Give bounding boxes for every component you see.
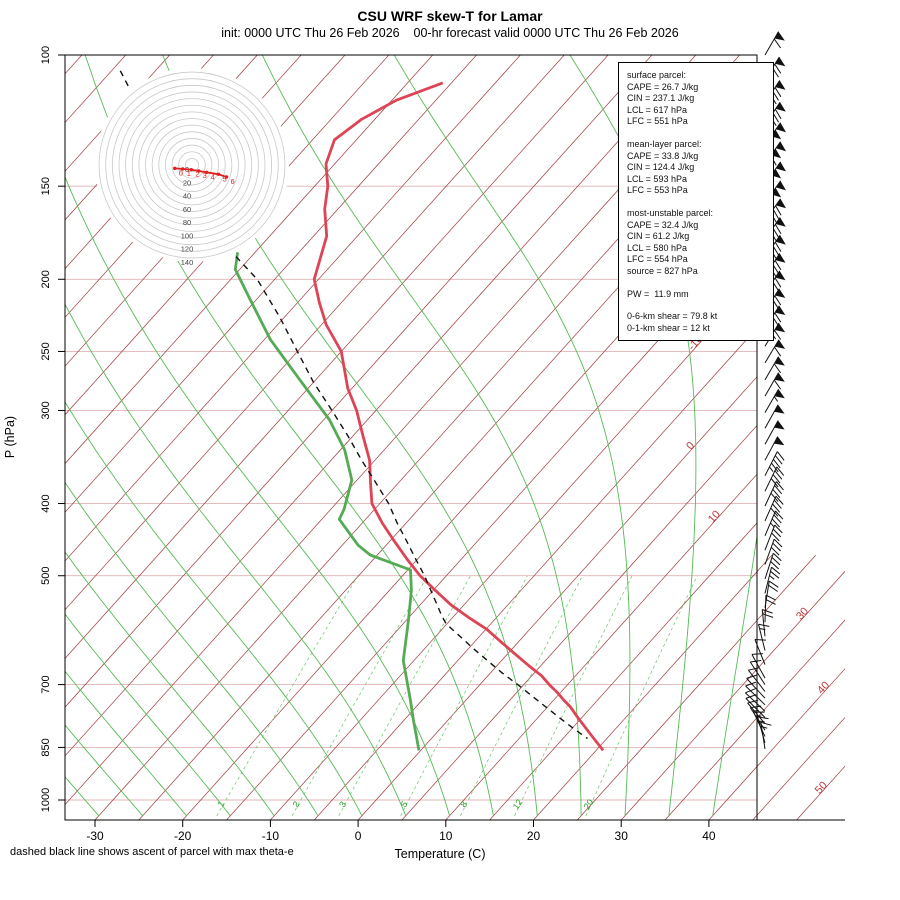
svg-text:850: 850 bbox=[40, 738, 52, 756]
info-line: CIN = 124.4 J/kg bbox=[627, 162, 695, 173]
info-line: LCL = 593 hPa bbox=[627, 173, 687, 184]
svg-text:3: 3 bbox=[337, 799, 348, 809]
moist-adiabats bbox=[65, 55, 757, 817]
info-line: CAPE = 32.4 J/kg bbox=[627, 219, 699, 230]
svg-text:8: 8 bbox=[458, 799, 469, 809]
svg-text:-10: -10 bbox=[262, 829, 280, 843]
info-line: LFC = 551 hPa bbox=[627, 116, 688, 127]
svg-text:30: 30 bbox=[615, 829, 629, 843]
svg-text:4: 4 bbox=[211, 172, 215, 181]
info-section-header: surface parcel: bbox=[627, 70, 687, 80]
svg-text:-30: -30 bbox=[86, 829, 104, 843]
svg-text:250: 250 bbox=[40, 342, 52, 360]
parcel-info-box: surface parcel: CAPE = 26.7 J/kg CIN = 237… bbox=[618, 62, 774, 342]
info-line: 0-1-km shear = 12 kt bbox=[627, 322, 710, 333]
svg-text:2: 2 bbox=[195, 170, 199, 179]
svg-text:200: 200 bbox=[40, 270, 52, 288]
info-line: LCL = 617 hPa bbox=[627, 104, 687, 115]
info-line: PW = 11.9 mm bbox=[627, 288, 689, 299]
svg-text:60: 60 bbox=[183, 205, 191, 214]
x-axis-label: Temperature (C) bbox=[395, 847, 486, 861]
svg-text:40: 40 bbox=[815, 679, 832, 696]
svg-text:30: 30 bbox=[794, 605, 811, 622]
svg-text:20: 20 bbox=[527, 829, 541, 843]
parcel-ascent-curve bbox=[119, 70, 588, 740]
svg-text:400: 400 bbox=[40, 494, 52, 512]
mixing-ratio-lines bbox=[216, 575, 698, 816]
temperature-curve bbox=[312, 81, 605, 752]
svg-text:0: 0 bbox=[684, 440, 697, 453]
svg-text:50: 50 bbox=[813, 779, 830, 796]
info-line: LCL = 580 hPa bbox=[627, 242, 687, 253]
y-axis-label: P (hPa) bbox=[3, 416, 17, 458]
footnote: dashed black line shows ascent of parcel… bbox=[10, 846, 294, 858]
isotherms-margin bbox=[757, 555, 845, 820]
profiles bbox=[119, 70, 605, 752]
svg-text:100: 100 bbox=[40, 46, 52, 64]
dewpoint-curve bbox=[233, 252, 421, 751]
info-section-header: most-unstable parcel: bbox=[627, 207, 714, 218]
svg-text:300: 300 bbox=[40, 401, 52, 419]
svg-text:2: 2 bbox=[291, 799, 302, 809]
info-line: CAPE = 33.8 J/kg bbox=[627, 150, 699, 161]
svg-text:3: 3 bbox=[203, 171, 207, 180]
info-line: CIN = 237.1 J/kg bbox=[627, 93, 695, 104]
svg-text:120: 120 bbox=[181, 245, 194, 254]
wind-barbs bbox=[744, 31, 786, 749]
info-line: CIN = 61.2 J/kg bbox=[627, 231, 690, 242]
chart-subtitle: init: 0000 UTC Thu 26 Feb 2026 00-hr for… bbox=[221, 26, 679, 40]
svg-text:10: 10 bbox=[706, 508, 723, 525]
svg-text:20: 20 bbox=[582, 797, 596, 811]
info-line: CAPE = 26.7 J/kg bbox=[627, 81, 699, 92]
svg-text:100: 100 bbox=[181, 231, 194, 240]
svg-text:5: 5 bbox=[223, 174, 227, 183]
svg-text:12: 12 bbox=[511, 797, 525, 811]
svg-text:0: 0 bbox=[179, 168, 183, 177]
svg-text:150: 150 bbox=[40, 177, 52, 195]
svg-text:1: 1 bbox=[187, 169, 191, 178]
info-line: 0-6-km shear = 79.8 kt bbox=[627, 311, 718, 322]
svg-text:5: 5 bbox=[399, 799, 410, 809]
svg-text:140: 140 bbox=[181, 258, 194, 267]
svg-text:10: 10 bbox=[439, 829, 453, 843]
info-section-header: mean-layer parcel: bbox=[627, 138, 702, 149]
mixing-ratio-labels: 1 2 3 5 8 12 20 bbox=[215, 797, 595, 811]
info-line: LFC = 553 hPa bbox=[627, 185, 688, 196]
svg-text:80: 80 bbox=[183, 218, 191, 227]
svg-text:40: 40 bbox=[702, 829, 716, 843]
svg-text:0: 0 bbox=[355, 829, 362, 843]
svg-text:500: 500 bbox=[40, 567, 52, 585]
svg-text:700: 700 bbox=[40, 675, 52, 693]
chart-title: CSU WRF skew-T for Lamar bbox=[357, 8, 543, 24]
svg-text:40: 40 bbox=[183, 192, 191, 201]
svg-text:20: 20 bbox=[183, 178, 191, 187]
svg-text:1000: 1000 bbox=[40, 788, 52, 812]
svg-text:-20: -20 bbox=[174, 829, 192, 843]
info-line: LFC = 554 hPa bbox=[627, 254, 688, 265]
info-line: source = 827 hPa bbox=[627, 265, 698, 276]
svg-text:6: 6 bbox=[231, 177, 235, 186]
